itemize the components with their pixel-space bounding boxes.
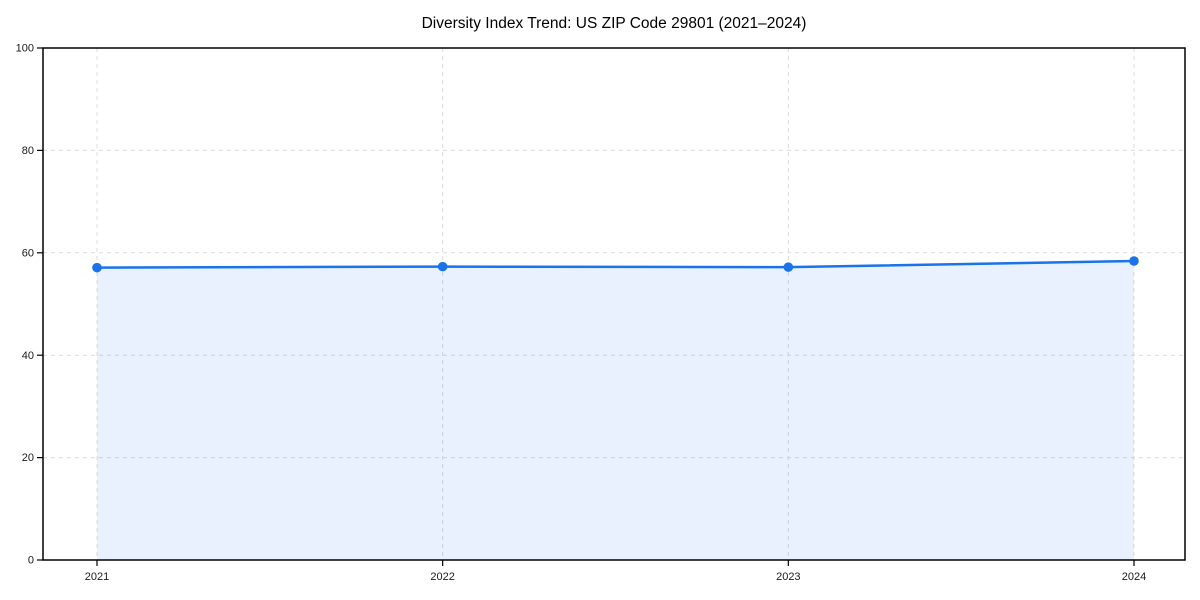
x-tick-label: 2021 — [85, 571, 109, 583]
y-tick-label: 100 — [16, 43, 34, 55]
data-point-markers — [92, 256, 1139, 273]
y-tick-label: 80 — [22, 145, 34, 157]
axis-ticks — [37, 47, 1135, 566]
series-line — [95, 259, 1136, 269]
data-point-marker — [437, 261, 448, 272]
axes-box — [42, 47, 1186, 561]
gridlines — [43, 48, 1185, 560]
axis-tick-labels: 0 20 40 60 80 100 2021 2022 2023 2024 — [16, 43, 1147, 583]
plot-border — [42, 47, 1186, 561]
area-fill — [97, 260, 1134, 560]
series-area — [97, 260, 1134, 560]
data-point-marker — [783, 262, 794, 272]
x-tick-label: 2022 — [430, 571, 454, 583]
y-tick-label: 40 — [22, 350, 34, 362]
trend-line — [95, 259, 1136, 269]
x-tick-label: 2023 — [776, 571, 800, 583]
y-tick-label: 60 — [22, 247, 34, 259]
data-point-marker — [1129, 256, 1139, 266]
chart-title: Diversity Index Trend: US ZIP Code 29801… — [422, 15, 807, 32]
x-tick-label: 2024 — [1122, 571, 1146, 583]
data-point-marker — [92, 262, 102, 273]
y-tick-label: 20 — [22, 452, 34, 464]
y-tick-label: 0 — [28, 555, 34, 567]
